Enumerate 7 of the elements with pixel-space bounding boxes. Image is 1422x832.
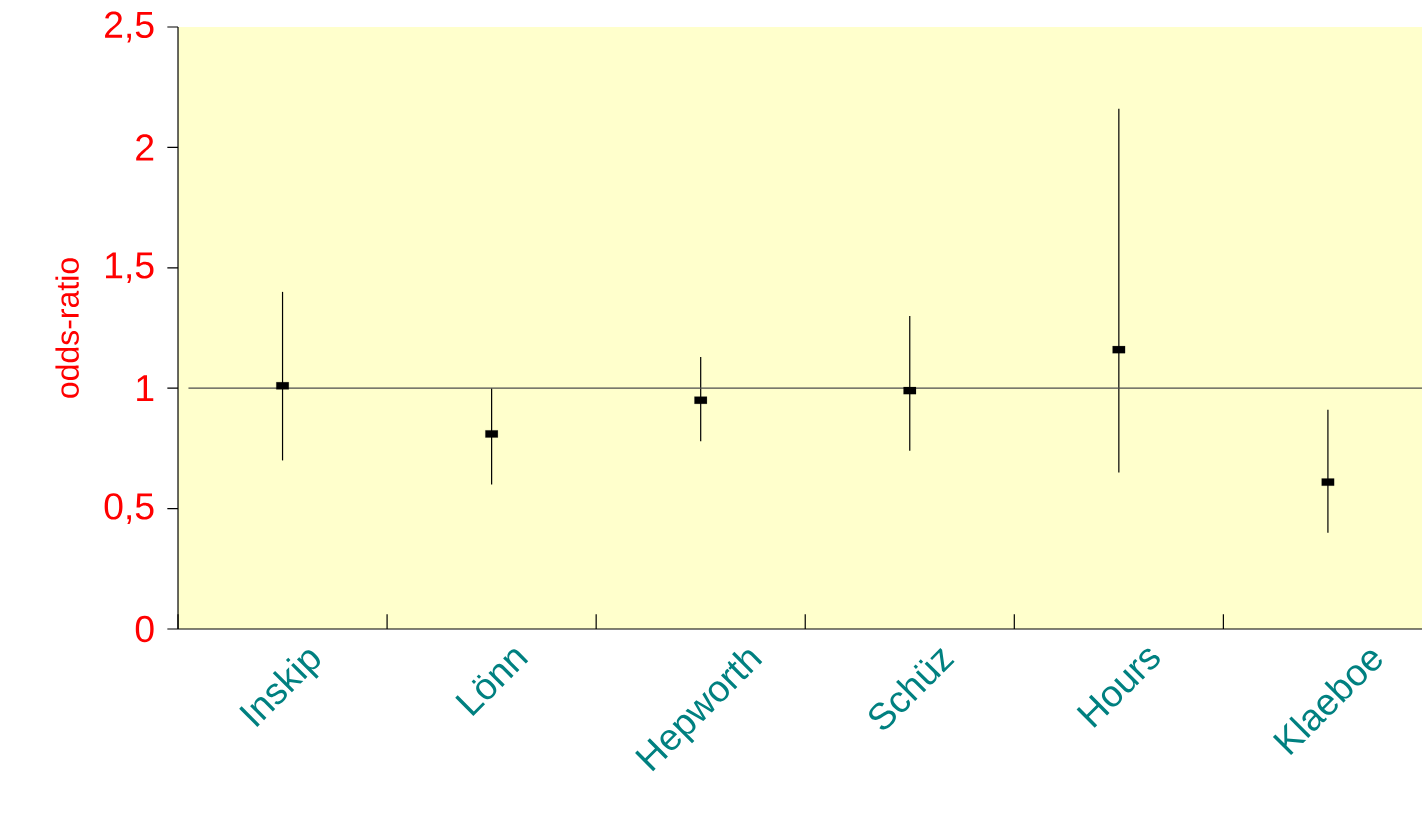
y-tick-label: 2,5 xyxy=(105,11,154,43)
y-tick-label: 1 xyxy=(137,375,154,402)
y-tick-label: 2 xyxy=(136,134,154,161)
y-tick-label: 0 xyxy=(135,615,154,643)
y-tick-label: 0,5 xyxy=(104,493,154,524)
y-axis-title: odds-ratio xyxy=(55,258,79,398)
y-tick-label: 1,5 xyxy=(106,252,154,284)
